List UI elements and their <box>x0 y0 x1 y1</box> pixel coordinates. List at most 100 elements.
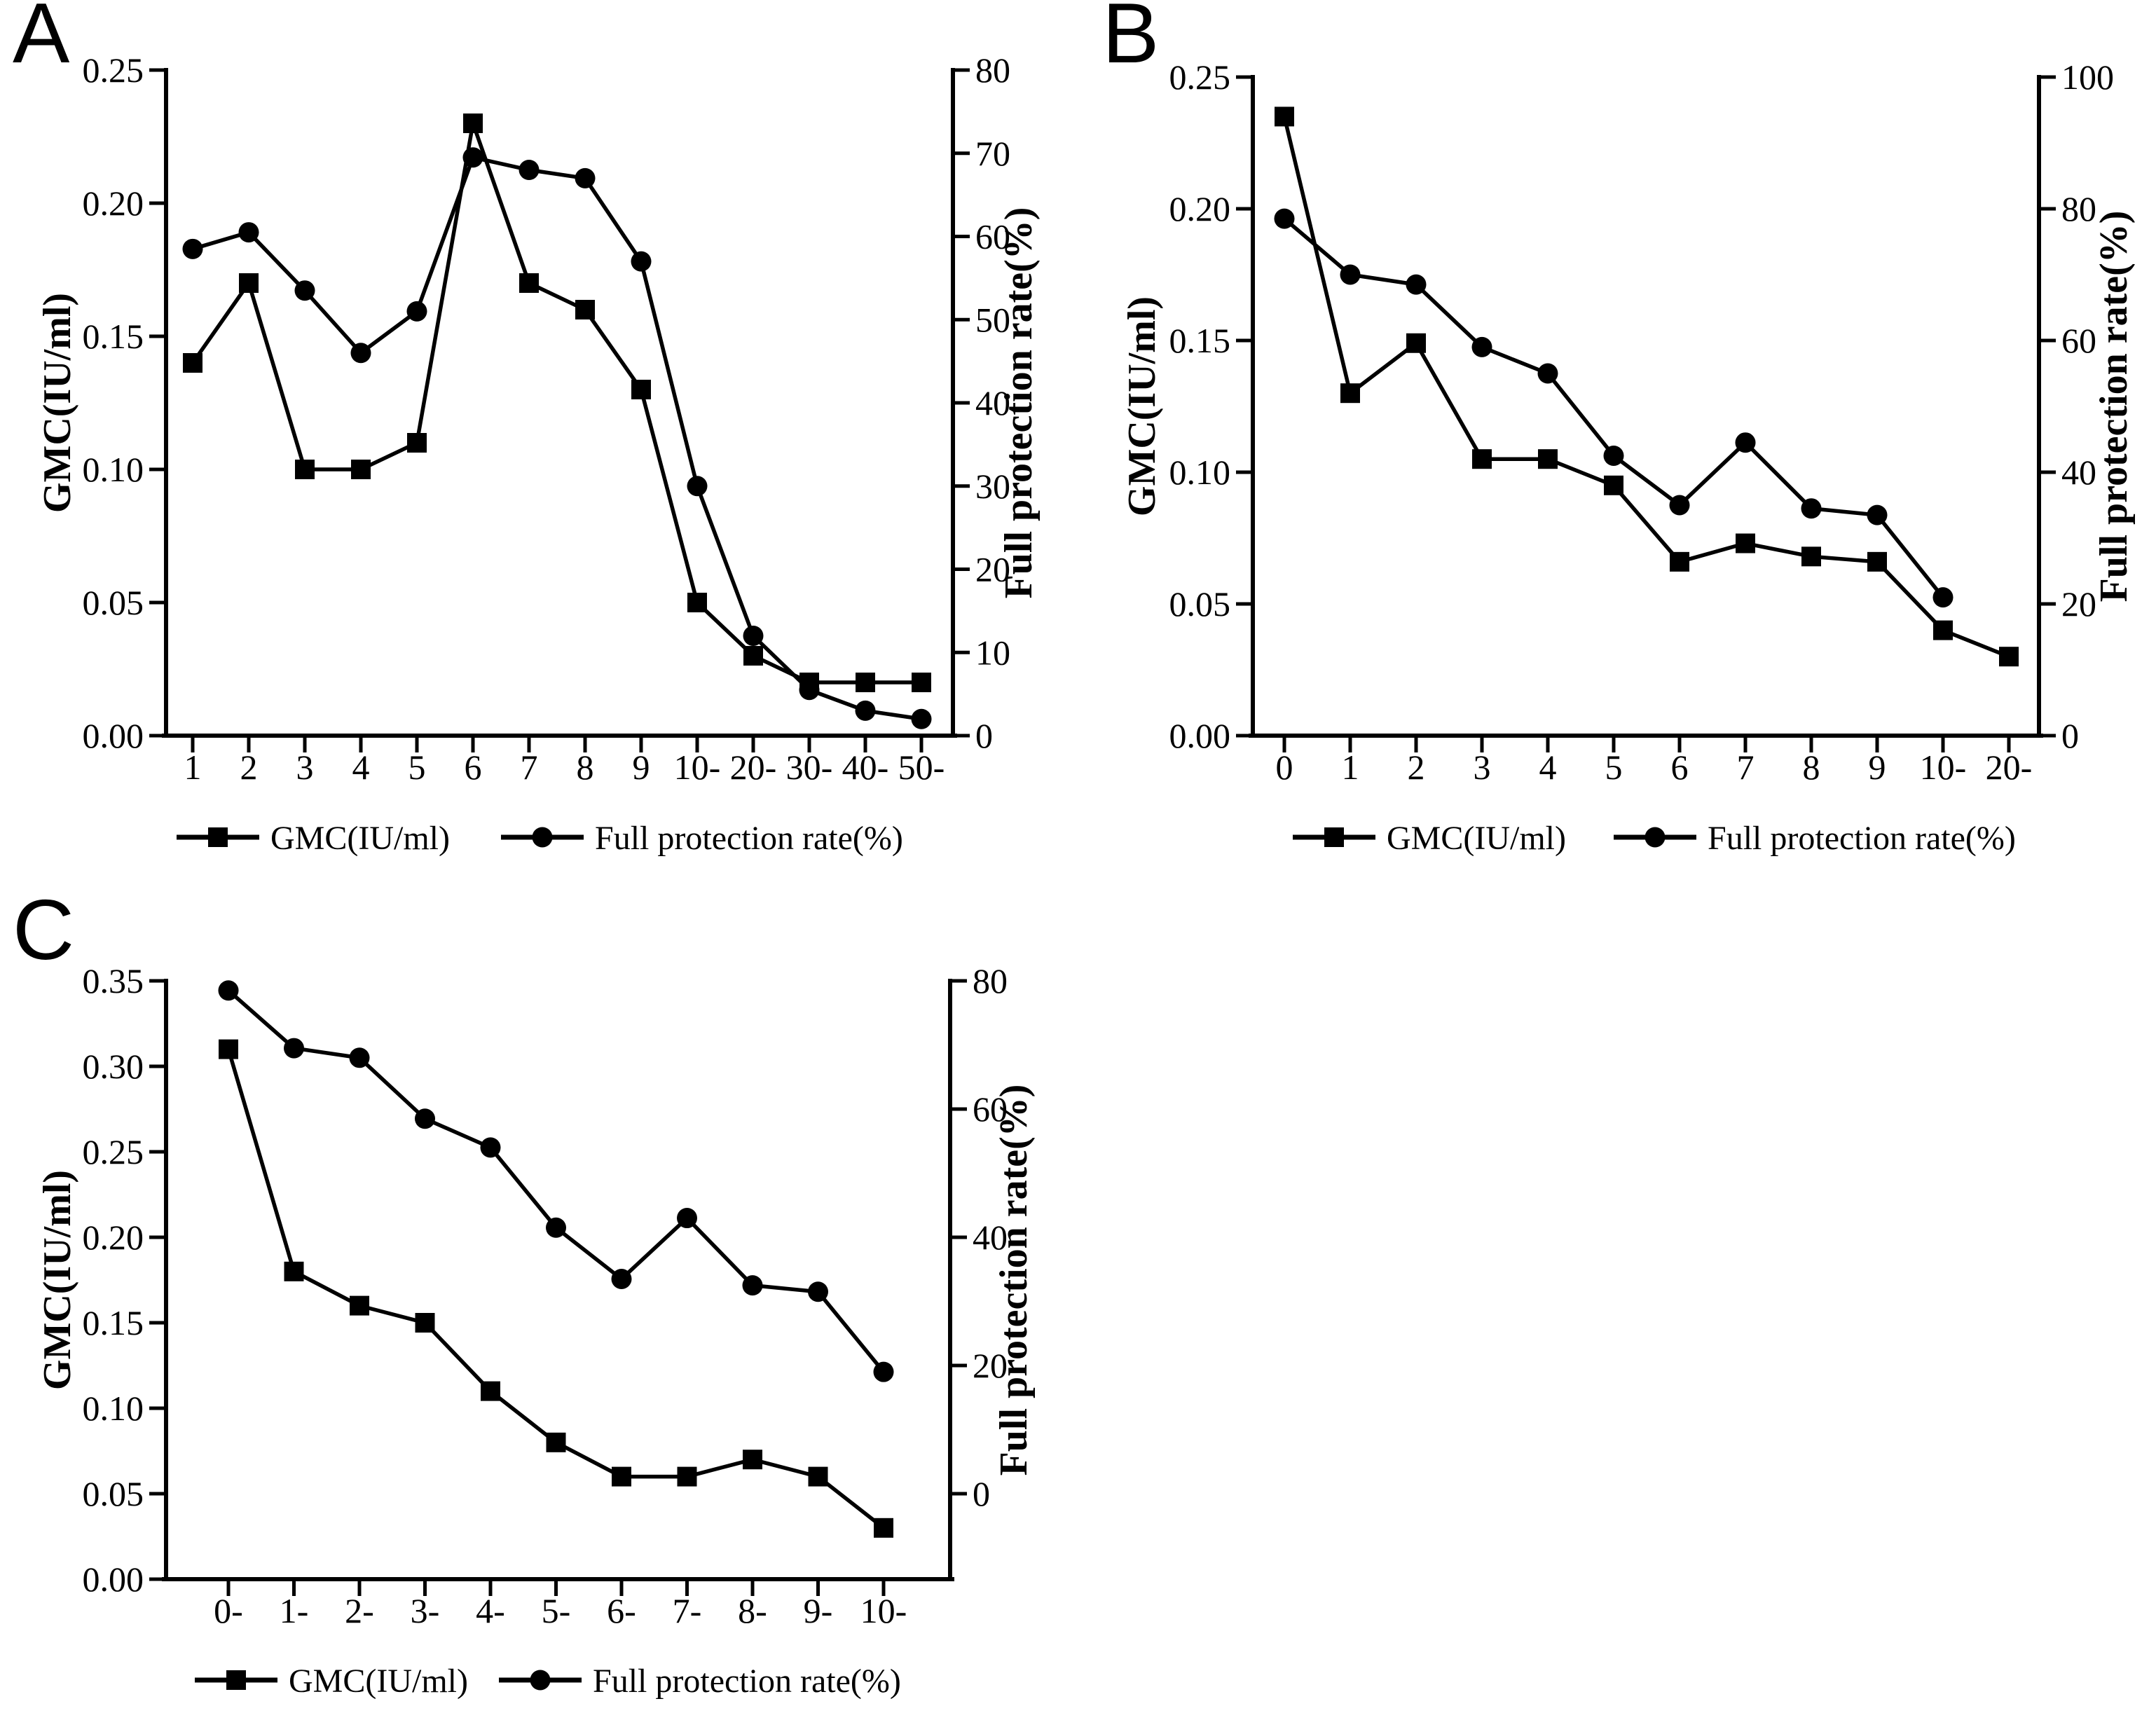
circle-marker <box>873 1361 894 1382</box>
legend-circle-marker <box>532 827 553 848</box>
circle-marker <box>855 700 876 721</box>
right-axis-tick-label: 80 <box>2061 189 2096 228</box>
left-axis: 0.00 0.05 0.10 0.15 0.20 0.25 <box>1169 57 1253 755</box>
circle-marker <box>238 222 259 243</box>
square-marker <box>295 460 315 479</box>
legend: GMC(IU/ml) Full protection rate(%) <box>1293 820 2016 857</box>
square-marker <box>687 593 707 612</box>
x-axis-tick-label: 3 <box>296 748 314 787</box>
legend-label: Full protection rate(%) <box>1708 820 2016 857</box>
series-protection-rate <box>218 980 894 1382</box>
left-axis-tick-label: 0.25 <box>1169 57 1231 97</box>
square-marker <box>219 1039 238 1059</box>
x-axis-tick-label: 20- <box>1986 748 2033 787</box>
x-axis-tick-label: 6 <box>465 748 482 787</box>
x-axis-tick-label: 2 <box>240 748 258 787</box>
left-axis-tick-label: 0.20 <box>1169 189 1231 228</box>
circle-marker <box>1932 587 1954 608</box>
right-axis-tick-label: 60 <box>973 1089 1008 1129</box>
series-gmc <box>183 113 931 692</box>
square-marker <box>1801 546 1821 567</box>
x-axis: 0- 1- 2- 3- 4- 5- 6- 7- 8- 9- 10- <box>214 1579 907 1630</box>
circle-marker <box>743 626 764 646</box>
left-axis: 0.00 0.05 0.10 0.15 0.20 0.25 0.30 0.35 <box>83 961 166 1599</box>
square-marker <box>1670 551 1689 572</box>
legend-circle-marker <box>530 1670 551 1691</box>
legend-square-marker <box>208 827 228 847</box>
circle-marker <box>911 708 932 729</box>
x-axis-tick-label: 4 <box>1539 748 1557 787</box>
x-axis-tick-label: 3- <box>411 1591 440 1630</box>
square-marker <box>808 1466 828 1487</box>
legend-square-marker <box>1324 827 1344 847</box>
x-axis-tick-label: 9 <box>1869 748 1886 787</box>
square-marker <box>612 1466 631 1487</box>
square-marker <box>1538 449 1558 469</box>
square-marker <box>1340 383 1360 404</box>
circle-marker <box>1274 208 1295 229</box>
right-axis-tick-label: 40 <box>2061 453 2096 492</box>
circle-marker <box>1537 363 1558 384</box>
legend: GMC(IU/ml) Full protection rate(%) <box>177 820 903 857</box>
left-axis-tick-label: 0.10 <box>83 1389 144 1428</box>
line-chart-svg: 0.00 0.05 0.10 0.15 0.20 0.25 0.30 0.35 0 20 40 60 8… <box>36 961 1036 1700</box>
right-axis: 0 20 40 60 80 <box>950 961 1008 1513</box>
legend-label: Full protection rate(%) <box>595 820 903 857</box>
right-axis-tick-label: 20 <box>973 1346 1008 1385</box>
circle-marker <box>1603 446 1624 466</box>
panel-a: A 0.00 0.05 0.10 0.15 0.20 0.25 0 10 20 30 40 50 60 7… <box>0 0 1083 890</box>
panel-a-label: A <box>13 0 70 81</box>
square-marker <box>856 673 875 692</box>
left-axis-tick-label: 0.05 <box>1169 584 1231 624</box>
circle-marker <box>1471 336 1492 357</box>
right-axis-tick-label: 0 <box>2061 716 2079 755</box>
right-axis-tick-label: 20 <box>975 550 1010 589</box>
x-axis-tick-label: 1- <box>280 1591 309 1630</box>
series-protection-rate <box>182 147 932 729</box>
left-axis-tick-label: 0.15 <box>83 1303 144 1342</box>
right-axis-tick-label: 80 <box>975 50 1010 90</box>
circle-marker <box>1669 495 1690 516</box>
left-axis-tick-label: 0.15 <box>83 317 144 356</box>
right-axis-tick-label: 10 <box>975 633 1010 672</box>
x-axis-tick-label: 7 <box>521 748 538 787</box>
x-axis-tick-label: 10- <box>674 748 721 787</box>
circle-marker <box>284 1038 304 1059</box>
x-axis-tick-label: 30- <box>786 748 833 787</box>
left-axis-tick-label: 0.20 <box>83 184 144 223</box>
square-marker <box>407 433 427 453</box>
left-axis-tick-label: 0.10 <box>1169 453 1231 492</box>
x-axis-tick-label: 5 <box>408 748 426 787</box>
circle-marker <box>611 1268 632 1289</box>
circle-marker <box>519 160 540 180</box>
circle-marker <box>742 1275 763 1296</box>
panel-c-label: C <box>13 882 75 977</box>
square-marker <box>1604 475 1623 495</box>
square-marker <box>183 353 202 373</box>
right-axis: 0 20 40 60 80 100 <box>2039 57 2114 755</box>
left-axis-title: GMC(IU/ml) <box>36 293 79 513</box>
panel-b-label: B <box>1102 0 1160 81</box>
right-axis-tick-label: 100 <box>2061 57 2114 97</box>
right-axis-tick-label: 40 <box>975 383 1010 422</box>
circle-marker <box>1735 432 1756 453</box>
x-axis-tick-label: 8- <box>738 1591 767 1630</box>
circle-marker <box>677 1208 697 1229</box>
circle-marker <box>349 1047 370 1068</box>
x-axis-tick-label: 10- <box>1920 748 1967 787</box>
circle-marker <box>631 251 652 272</box>
left-axis-tick-label: 0.05 <box>83 583 144 622</box>
circle-marker <box>799 680 820 701</box>
right-axis-tick-label: 0 <box>975 716 993 755</box>
circle-marker <box>1867 504 1888 525</box>
x-axis-tick-label: 8 <box>577 748 594 787</box>
left-axis-tick-label: 0.15 <box>1169 321 1231 360</box>
square-marker <box>1406 333 1426 353</box>
square-marker <box>677 1466 697 1487</box>
line-chart-svg: 0.00 0.05 0.10 0.15 0.20 0.25 0 20 40 60 80 100 0 1 2 3… <box>1120 57 2136 857</box>
legend-square-marker <box>226 1670 246 1690</box>
left-axis-tick-label: 0.20 <box>83 1218 144 1257</box>
x-axis-tick-label: 10- <box>860 1591 907 1630</box>
right-axis-tick-label: 50 <box>975 300 1010 339</box>
series-gmc <box>1275 106 2019 667</box>
